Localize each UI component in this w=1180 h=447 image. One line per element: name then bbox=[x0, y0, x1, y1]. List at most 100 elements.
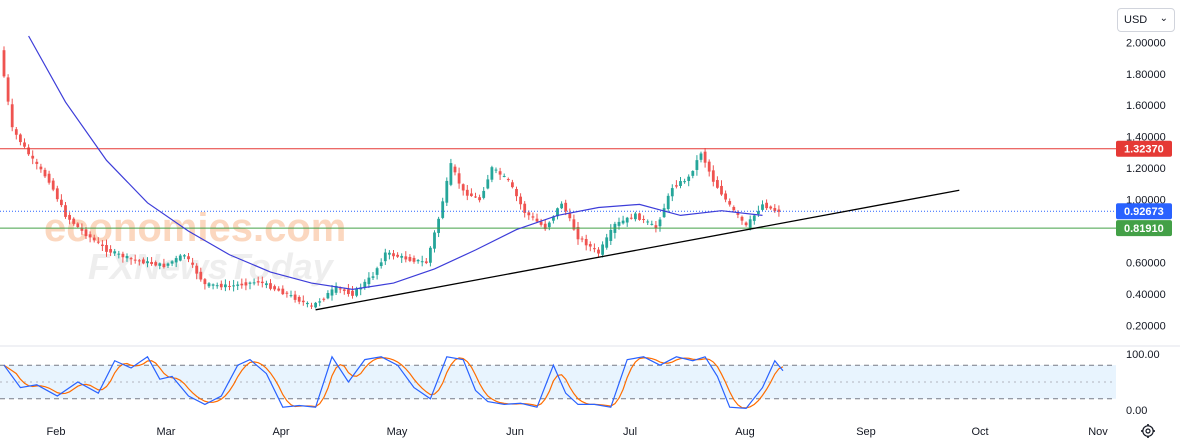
candle bbox=[568, 208, 572, 222]
candle bbox=[72, 217, 76, 226]
settings-button[interactable] bbox=[1138, 421, 1158, 441]
trendline[interactable] bbox=[315, 189, 960, 311]
candle bbox=[88, 231, 92, 243]
candle bbox=[240, 278, 244, 289]
candle bbox=[523, 201, 527, 218]
candle bbox=[703, 148, 707, 168]
candle bbox=[597, 247, 600, 258]
candle bbox=[769, 205, 773, 210]
candle bbox=[535, 213, 539, 223]
candle bbox=[711, 165, 715, 187]
gear-icon bbox=[1141, 424, 1155, 438]
candle bbox=[318, 298, 322, 307]
candle bbox=[474, 192, 477, 199]
candle bbox=[301, 295, 305, 306]
candle bbox=[117, 250, 121, 259]
candle bbox=[166, 262, 170, 268]
price-axis[interactable]: 2.000001.800001.600001.400001.200001.000… bbox=[1126, 37, 1166, 332]
candle bbox=[642, 215, 645, 224]
price-tick-label: 1.60000 bbox=[1126, 100, 1166, 112]
candle bbox=[547, 221, 551, 231]
candle bbox=[215, 282, 219, 289]
candle bbox=[609, 224, 613, 245]
candle bbox=[224, 279, 227, 292]
candle bbox=[154, 260, 158, 267]
candle bbox=[470, 188, 473, 197]
candle bbox=[351, 286, 354, 299]
candle bbox=[445, 177, 449, 207]
candle bbox=[543, 219, 547, 231]
candle bbox=[687, 174, 691, 187]
candle bbox=[564, 199, 568, 216]
candle bbox=[27, 144, 30, 156]
oscillator-axis[interactable]: 100.00 0.00 bbox=[1126, 349, 1160, 417]
candle bbox=[511, 179, 514, 189]
candle bbox=[64, 202, 67, 219]
candle bbox=[129, 256, 133, 265]
candle bbox=[174, 255, 178, 268]
support-label: 0.81910 bbox=[1116, 220, 1172, 237]
price-tick-label: 0.40000 bbox=[1126, 289, 1166, 301]
candle bbox=[203, 278, 207, 290]
watermark-fxnewstoday: FXNewsToday bbox=[88, 246, 335, 287]
candle bbox=[388, 250, 391, 260]
candle bbox=[576, 221, 580, 245]
candle bbox=[420, 255, 424, 267]
candle bbox=[207, 282, 211, 288]
candle bbox=[101, 240, 104, 251]
candle bbox=[183, 254, 186, 260]
candle bbox=[367, 272, 371, 289]
candle bbox=[695, 155, 699, 176]
candle bbox=[244, 278, 248, 291]
candle bbox=[92, 234, 96, 243]
candle bbox=[347, 283, 350, 297]
oscillator-plot[interactable] bbox=[0, 355, 1116, 409]
candle bbox=[408, 254, 412, 263]
candle bbox=[752, 214, 756, 225]
candle bbox=[666, 193, 670, 213]
candle bbox=[281, 285, 285, 296]
candle bbox=[580, 236, 584, 243]
candle bbox=[273, 284, 276, 292]
candle bbox=[211, 283, 215, 290]
month-tick-label: Oct bbox=[971, 426, 988, 438]
candle bbox=[269, 279, 272, 291]
candle bbox=[310, 302, 313, 310]
candle bbox=[256, 276, 260, 286]
candle bbox=[736, 210, 740, 219]
price-plot[interactable] bbox=[0, 35, 1116, 311]
candle bbox=[146, 257, 149, 268]
candle bbox=[121, 251, 125, 263]
candle bbox=[724, 190, 727, 203]
candle bbox=[158, 262, 162, 270]
candle bbox=[396, 252, 399, 258]
candle bbox=[613, 221, 617, 239]
candle bbox=[371, 271, 375, 281]
candle bbox=[740, 215, 744, 225]
time-axis[interactable]: Feb Mar Apr May Jun Jul Aug Sep Oct Nov bbox=[47, 426, 1109, 438]
candle bbox=[634, 211, 637, 222]
candle bbox=[76, 222, 80, 229]
candle bbox=[625, 216, 629, 227]
candle bbox=[289, 290, 293, 298]
candle bbox=[236, 281, 240, 291]
moving-average-line bbox=[28, 35, 763, 290]
candle bbox=[14, 127, 18, 140]
candle bbox=[506, 177, 510, 182]
candle bbox=[429, 246, 432, 267]
currency-select[interactable]: USD ⌄ bbox=[1117, 8, 1175, 32]
candle bbox=[55, 185, 59, 202]
stochastic-k-line bbox=[3, 355, 784, 409]
candle bbox=[199, 267, 203, 282]
candle bbox=[379, 258, 383, 269]
last-price-label: 0.92673 bbox=[1116, 203, 1172, 220]
candle bbox=[96, 237, 100, 245]
svg-text:1.32370: 1.32370 bbox=[1124, 144, 1164, 156]
candle bbox=[6, 74, 10, 106]
candle bbox=[675, 180, 678, 189]
oscillator-tick-label: 0.00 bbox=[1126, 405, 1147, 417]
price-tick-label: 1.20000 bbox=[1126, 163, 1166, 175]
candle bbox=[621, 215, 625, 225]
candle bbox=[519, 193, 522, 210]
